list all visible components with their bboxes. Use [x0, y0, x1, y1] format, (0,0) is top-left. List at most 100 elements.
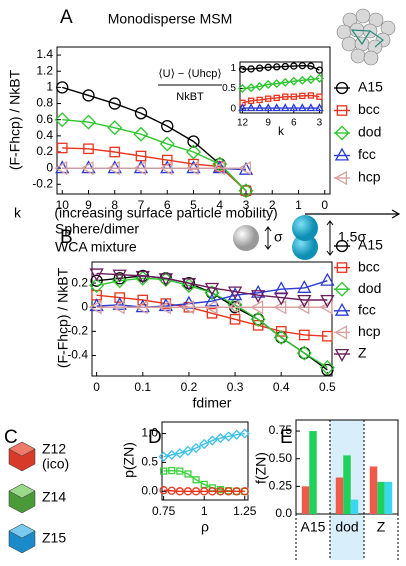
x-tick-label: 10 — [56, 198, 70, 212]
legend-marker — [334, 325, 348, 340]
bar — [369, 466, 378, 514]
series-line — [242, 94, 320, 104]
marker — [320, 294, 335, 308]
marker — [297, 75, 307, 85]
marker — [113, 272, 126, 285]
y-tick-label: 0.8 — [36, 96, 53, 110]
x-tick-label: 3 — [243, 198, 250, 212]
bar — [343, 455, 351, 514]
marker — [90, 274, 103, 287]
x-tick-label: 8 — [111, 198, 118, 212]
marker — [200, 487, 209, 496]
marker — [56, 142, 68, 154]
marker — [315, 66, 324, 74]
annotation: σ — [274, 229, 283, 245]
marker — [213, 157, 226, 171]
marker — [227, 300, 241, 315]
y-tick-label: 0.25 — [269, 479, 293, 493]
marker — [322, 330, 333, 342]
x-tick-label: 3 — [317, 118, 323, 129]
y-tick-label: 0.6 — [36, 112, 53, 126]
legend-label: bcc — [358, 101, 380, 117]
marker — [238, 103, 247, 112]
marker — [111, 300, 125, 315]
marker — [54, 112, 70, 128]
y-tick-label: 0 — [81, 299, 88, 313]
marker — [180, 300, 194, 315]
marker — [204, 293, 220, 307]
marker — [135, 270, 150, 284]
marker — [240, 185, 252, 197]
marker — [174, 448, 185, 459]
x-tick-label: 5 — [190, 198, 197, 212]
y-tick-label: 1.4 — [36, 47, 53, 61]
legend-label: hcp — [358, 169, 381, 185]
marker — [238, 183, 254, 199]
x-tick-label: 0.5 — [319, 380, 336, 394]
legend-label: hcp — [358, 323, 381, 339]
legend-marker — [334, 170, 348, 186]
legend-marker — [335, 81, 349, 95]
panel-letter: A — [60, 7, 73, 28]
panel-letter: E — [280, 427, 293, 448]
marker — [263, 79, 273, 89]
marker — [246, 83, 256, 93]
x-tick-label: 0.2 — [181, 380, 198, 394]
marker — [187, 135, 200, 148]
legend-marker — [335, 239, 349, 253]
marker — [135, 299, 150, 313]
marker — [264, 63, 272, 71]
annotation: Sphere/dimer — [55, 221, 139, 237]
marker — [255, 64, 264, 72]
marker — [275, 326, 287, 337]
marker — [290, 93, 298, 100]
marker — [80, 161, 94, 176]
x-tick-label: 0 — [321, 198, 328, 212]
marker — [263, 103, 273, 112]
marker — [134, 107, 148, 120]
marker — [274, 292, 289, 306]
marker — [81, 160, 96, 174]
bar — [350, 499, 359, 514]
marker — [159, 486, 168, 495]
legend-label: dod — [358, 124, 381, 140]
marker — [315, 103, 324, 112]
x-tick-label: 6 — [291, 118, 297, 129]
y-tick-label: -0.2 — [67, 324, 88, 338]
marker — [109, 146, 121, 158]
marker — [137, 294, 149, 306]
marker — [112, 296, 127, 310]
marker — [168, 466, 176, 475]
series-line — [96, 272, 328, 301]
y-tick-label: 0.0 — [275, 506, 292, 520]
marker — [298, 346, 311, 360]
marker — [250, 300, 264, 315]
marker — [273, 329, 289, 345]
marker — [231, 429, 242, 440]
marker — [114, 292, 126, 303]
marker — [159, 467, 168, 475]
x-tick-label: A15 — [301, 519, 326, 535]
marker — [296, 345, 312, 361]
bar — [384, 481, 393, 514]
marker — [224, 487, 233, 496]
marker — [133, 160, 149, 174]
marker — [273, 300, 287, 315]
bar — [335, 477, 344, 514]
marker — [185, 144, 202, 160]
marker — [307, 92, 315, 99]
x-tick-label: 0.75 — [152, 504, 176, 518]
marker — [256, 96, 263, 104]
marker — [175, 487, 184, 496]
marker — [272, 79, 282, 89]
marker — [54, 161, 68, 176]
marker — [273, 94, 280, 102]
y-tick-label: 1 — [230, 63, 236, 74]
y-tick-label: 0.2 — [71, 275, 88, 289]
marker — [112, 273, 128, 289]
marker — [181, 278, 197, 292]
marker — [108, 97, 121, 110]
marker — [134, 300, 148, 315]
x-axis-label: k — [278, 124, 285, 138]
